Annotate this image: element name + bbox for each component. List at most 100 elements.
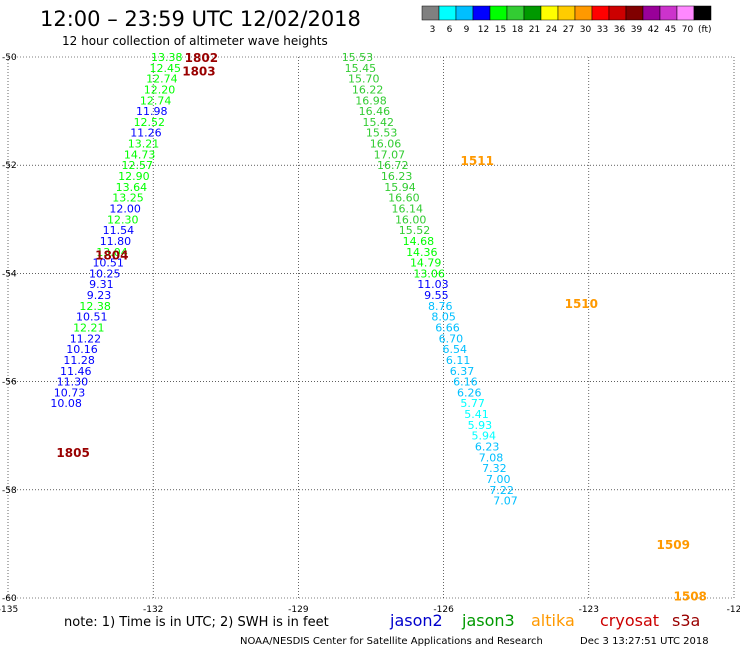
swh-value: 5.94 <box>472 430 497 443</box>
legend-swatch-label: 24 <box>546 25 558 35</box>
legend-swatch-label: 3 <box>430 25 436 35</box>
legend-swatch-label: 70 <box>682 25 694 35</box>
swh-value: 12.74 <box>146 73 178 86</box>
swh-value: 9.55 <box>424 289 449 302</box>
swh-value: 6.70 <box>439 332 464 345</box>
satellite-legend-jason3: jason3 <box>461 611 515 630</box>
satellite-legend-cryosat: cryosat <box>600 611 659 630</box>
swh-value: 9.31 <box>89 278 114 291</box>
swh-value: 13.06 <box>413 267 445 280</box>
x-axis-ticks: -135 -132 -129 -126 -123 -12 <box>0 605 740 615</box>
swh-data-points: 13.3812.4512.7412.2012.7411.9812.5211.26… <box>50 51 517 508</box>
swh-value: 7.00 <box>486 473 511 486</box>
pass-time-label: 1508 <box>674 589 707 603</box>
footnote: note: 1) Time is in UTC; 2) SWH is in fe… <box>64 615 329 630</box>
swh-value: 6.23 <box>475 441 500 454</box>
swh-value: 12.20 <box>144 83 176 96</box>
swh-value: 10.73 <box>54 386 86 399</box>
legend-swatch <box>438 5 457 21</box>
swh-value: 15.42 <box>363 116 395 129</box>
pass-time-label: 1802 <box>185 51 218 65</box>
legend-swatch <box>574 5 593 21</box>
swh-value: 10.08 <box>50 397 82 410</box>
x-tick-label: -123 <box>579 605 599 615</box>
swh-value: 11.98 <box>136 105 168 118</box>
swh-value: 11.46 <box>60 365 92 378</box>
swh-value: 5.77 <box>460 397 485 410</box>
swh-value: 10.51 <box>92 257 124 270</box>
pass-time-label: 1510 <box>565 297 598 311</box>
legend-swatch <box>693 5 712 21</box>
swh-value: 15.70 <box>348 73 380 86</box>
legend-swatch <box>557 5 576 21</box>
pass-time-label: 1509 <box>657 538 690 552</box>
swh-value: 6.26 <box>457 386 482 399</box>
swh-value: 7.32 <box>482 462 507 475</box>
legend-swatch <box>676 5 695 21</box>
swh-value: 13.25 <box>112 192 144 205</box>
legend-swatch <box>523 5 542 21</box>
legend-swatch <box>455 5 474 21</box>
y-tick-label: -60 <box>2 594 17 604</box>
satellite-legend-s3a: s3a <box>672 611 700 630</box>
swh-value: 11.80 <box>100 235 132 248</box>
swh-value: 15.45 <box>345 62 377 75</box>
x-tick-label: -129 <box>288 605 309 615</box>
swh-value: 7.07 <box>493 495 518 508</box>
legend-swatch-label: 45 <box>665 25 676 35</box>
swh-value: 12.52 <box>134 116 166 129</box>
swh-value: 11.54 <box>103 224 135 237</box>
swh-value: 12.74 <box>140 94 172 107</box>
swh-value: 16.23 <box>381 170 413 183</box>
swh-value: 12.90 <box>118 170 150 183</box>
x-tick-label: -135 <box>0 605 18 615</box>
y-axis-ticks: -50 -52 -54 -56 -58 -60 <box>2 53 17 604</box>
legend-swatch <box>472 5 491 21</box>
swh-value: 16.46 <box>359 105 391 118</box>
chart-subtitle: 12 hour collection of altimeter wave hei… <box>62 34 328 48</box>
swh-value: 15.53 <box>366 127 398 140</box>
pass-time-label: 1804 <box>95 248 128 262</box>
swh-value: 10.16 <box>66 343 98 356</box>
swh-value: 6.37 <box>450 365 475 378</box>
legend-swatch-label: 42 <box>648 25 659 35</box>
legend-swatch-label: 9 <box>464 25 470 35</box>
pass-time-label: 1805 <box>56 446 89 460</box>
swh-value: 12.00 <box>109 202 141 215</box>
swh-value: 12.57 <box>121 159 153 172</box>
swh-value: 17.07 <box>374 148 406 161</box>
swh-value: 13.64 <box>116 181 148 194</box>
swh-value: 12.45 <box>150 62 182 75</box>
swh-value: 14.68 <box>403 235 435 248</box>
legend-swatch-label: 36 <box>614 25 626 35</box>
legend-swatch <box>608 5 627 21</box>
y-tick-label: -50 <box>2 53 17 63</box>
legend-swatch-label: 12 <box>478 25 489 35</box>
swh-value: 13.04 <box>96 246 128 259</box>
pass-time-label: 1511 <box>461 154 494 168</box>
swh-value: 9.23 <box>87 289 112 302</box>
swh-value: 15.53 <box>342 51 374 64</box>
swh-value: 16.00 <box>395 213 427 226</box>
swh-value: 14.73 <box>124 148 156 161</box>
legend-swatch <box>421 5 440 21</box>
legend-swatch <box>625 5 644 21</box>
legend-swatch-label: 30 <box>580 25 592 35</box>
x-tick-label: -12 <box>727 605 740 615</box>
legend-swatch <box>591 5 610 21</box>
legend-swatch <box>642 5 661 21</box>
y-tick-label: -54 <box>2 269 17 279</box>
swh-value: 12.30 <box>107 213 139 226</box>
swh-value: 14.36 <box>406 246 438 259</box>
legend-swatch-label: 21 <box>529 25 540 35</box>
swh-value: 6.11 <box>446 354 471 367</box>
swh-value: 11.28 <box>63 354 95 367</box>
swh-value: 5.41 <box>464 408 489 421</box>
credit-line: NOAA/NESDIS Center for Satellite Applica… <box>240 636 543 647</box>
swh-value: 7.22 <box>489 484 514 497</box>
swh-value: 15.94 <box>384 181 416 194</box>
swh-value: 16.60 <box>388 192 420 205</box>
legend-swatch-label: 27 <box>563 25 574 35</box>
